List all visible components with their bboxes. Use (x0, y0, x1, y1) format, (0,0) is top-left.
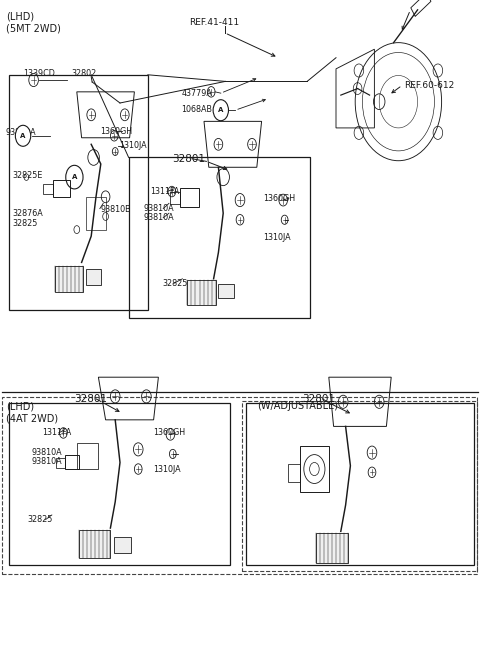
Bar (288, 464, 300, 482)
Bar (56, 458, 65, 468)
Text: 32801: 32801 (74, 394, 108, 404)
Text: A: A (72, 174, 77, 180)
Text: 1360GH: 1360GH (100, 127, 132, 136)
Text: 1068AB: 1068AB (181, 105, 213, 114)
Bar (300, 446, 329, 492)
Text: 32801: 32801 (172, 154, 205, 164)
Text: (W/ADJUSTABLE): (W/ADJUSTABLE) (257, 401, 338, 411)
Text: 32802: 32802 (71, 69, 96, 78)
Text: REF.60-612: REF.60-612 (404, 81, 455, 90)
Text: 1310JA: 1310JA (263, 233, 291, 242)
Text: 1311FA: 1311FA (42, 428, 72, 438)
Bar (114, 537, 131, 553)
Text: 32825E: 32825E (12, 171, 42, 180)
Text: 43779A: 43779A (181, 89, 212, 98)
Bar (411, 0, 431, 16)
Text: 1360GH: 1360GH (263, 194, 295, 203)
Bar (79, 530, 110, 558)
Text: 32825: 32825 (12, 219, 37, 228)
Text: 1311FA: 1311FA (150, 187, 180, 196)
Text: REF.41-411: REF.41-411 (190, 18, 240, 27)
Bar (170, 192, 180, 204)
Text: 93810A: 93810A (144, 204, 175, 213)
Bar (218, 284, 234, 298)
Bar (180, 188, 199, 207)
Text: 93810A: 93810A (31, 448, 62, 457)
Circle shape (213, 100, 228, 121)
Text: 32801: 32801 (302, 394, 336, 404)
Text: 32876A: 32876A (12, 209, 43, 218)
Text: 1310JA: 1310JA (119, 141, 147, 150)
Bar (86, 197, 106, 230)
Text: (LHD)
(4AT 2WD): (LHD) (4AT 2WD) (6, 401, 58, 423)
Text: 1360GH: 1360GH (154, 428, 186, 438)
Circle shape (15, 125, 31, 146)
Bar (43, 184, 53, 194)
Text: 1339CD: 1339CD (23, 69, 55, 78)
Text: 1310JA: 1310JA (154, 464, 181, 474)
Text: 32825: 32825 (162, 279, 188, 288)
Text: 93810A: 93810A (144, 213, 175, 222)
Bar (316, 533, 348, 563)
Bar (65, 455, 79, 469)
Bar (53, 180, 70, 197)
Text: 93840A: 93840A (6, 128, 36, 137)
Text: 93810B: 93810B (101, 205, 132, 215)
Text: 93810A: 93810A (31, 457, 62, 466)
Bar (187, 280, 216, 305)
Text: 32825: 32825 (28, 515, 53, 524)
Text: (LHD)
(5MT 2WD): (LHD) (5MT 2WD) (6, 12, 60, 33)
Text: A: A (20, 133, 26, 139)
Bar (86, 269, 101, 285)
Bar (55, 266, 83, 292)
Text: A: A (218, 107, 224, 113)
